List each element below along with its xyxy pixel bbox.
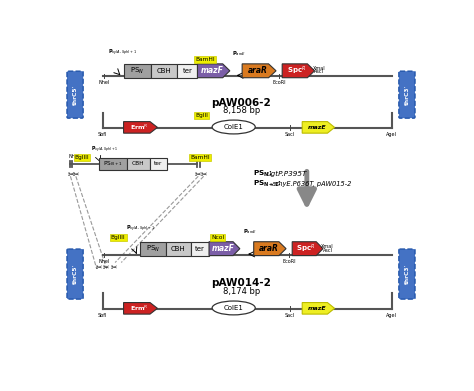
Polygon shape [254,242,286,256]
Text: ColE1: ColE1 [224,305,244,311]
Text: PS$_N$: PS$_N$ [146,244,160,254]
Polygon shape [242,64,276,78]
Text: ColE1: ColE1 [224,124,244,130]
Polygon shape [302,303,335,314]
Text: CBH: CBH [157,68,172,74]
Text: 8,158 bp: 8,158 bp [223,106,260,115]
Text: araR: araR [258,244,278,253]
Text: thrC3': thrC3' [404,84,410,105]
Text: $\mathbf{P}_{aroE}$: $\mathbf{P}_{aroE}$ [232,49,246,58]
Bar [166,242,191,256]
FancyBboxPatch shape [67,249,83,299]
Text: Spc$^R$: Spc$^R$ [287,65,306,77]
Ellipse shape [212,120,255,134]
Text: thrC3': thrC3' [404,264,410,284]
Text: NheI: NheI [99,259,110,264]
Text: ✂: ✂ [103,263,109,272]
Text: PS$_N$: PS$_N$ [130,66,145,76]
Polygon shape [282,64,315,78]
Text: amyE.P636T, pAW015-2: amyE.P636T, pAW015-2 [272,181,352,187]
Text: $\mathbf{P}_{xylA,SphI+1}$: $\mathbf{P}_{xylA,SphI+1}$ [108,48,137,59]
Text: ✂: ✂ [73,170,79,179]
Text: ter: ter [195,246,205,252]
Text: AgeI: AgeI [386,313,397,318]
Text: mazF: mazF [211,244,234,253]
Text: CBH: CBH [132,161,145,167]
Text: XmaI: XmaI [313,66,326,71]
Text: NheI: NheI [69,154,80,160]
Text: PS$_{N+1}$: PS$_{N+1}$ [103,160,123,169]
Text: ✂: ✂ [195,170,201,179]
Ellipse shape [212,301,255,315]
Text: Spc$^R$: Spc$^R$ [296,242,316,255]
Text: NcoI: NcoI [211,235,224,240]
Bar [191,242,209,256]
FancyBboxPatch shape [399,249,415,299]
Polygon shape [124,303,157,314]
Text: BglIII: BglIII [75,155,89,160]
Text: mazE: mazE [308,306,326,311]
Text: ✂: ✂ [201,170,207,179]
Bar [151,64,177,78]
Text: thrC5': thrC5' [73,264,78,284]
Text: pAW014-2: pAW014-2 [211,278,271,287]
Text: AscI: AscI [323,248,333,253]
Text: 8,174 bp: 8,174 bp [223,287,260,296]
Text: XmaI: XmaI [321,244,334,249]
FancyBboxPatch shape [67,71,83,118]
Text: SbfI: SbfI [98,313,108,318]
Text: ugtP.P395T: ugtP.P395T [267,171,307,177]
Text: SbfI: SbfI [98,133,108,137]
Text: NheI: NheI [99,80,110,85]
Text: BglII: BglII [195,113,208,118]
Text: $\mathbf{P}_{xylA,SphI+1}$: $\mathbf{P}_{xylA,SphI+1}$ [126,224,155,234]
Text: mazE: mazE [308,125,326,130]
Polygon shape [292,242,323,256]
Text: BamHI: BamHI [195,57,215,62]
Text: $\mathbf{P}_{xylA,SphI+1}$: $\mathbf{P}_{xylA,SphI+1}$ [91,145,118,155]
Polygon shape [124,122,157,133]
Text: BamHI: BamHI [190,155,210,160]
Bar [99,158,127,170]
FancyBboxPatch shape [399,71,415,118]
Text: araR: araR [247,66,267,75]
Text: ✂: ✂ [110,263,117,272]
Text: BglIII: BglIII [111,235,126,240]
Text: ✂: ✂ [67,170,73,179]
Text: $\mathbf{P}_{aroE}$: $\mathbf{P}_{aroE}$ [244,227,258,235]
Bar [177,64,198,78]
Text: ter: ter [182,68,192,74]
Text: AscI: AscI [314,69,324,74]
Text: AgeI: AgeI [386,133,397,137]
Text: CBH: CBH [171,246,186,252]
Bar [150,158,167,170]
Text: EcoRI: EcoRI [272,80,286,85]
Polygon shape [209,242,240,256]
Text: $\mathbf{PS_{N+1}}$:: $\mathbf{PS_{N+1}}$: [253,179,283,189]
Text: ter: ter [154,161,163,167]
Text: EcoRI: EcoRI [283,259,296,264]
Text: pAW006-2: pAW006-2 [211,98,271,108]
Text: Erm$^R$: Erm$^R$ [130,123,148,132]
Bar [127,158,150,170]
Text: thrC5': thrC5' [73,84,78,105]
Polygon shape [198,64,230,78]
Bar [140,242,166,256]
Bar [124,64,151,78]
Text: SacI: SacI [285,312,295,317]
Text: ✂: ✂ [96,263,102,272]
Polygon shape [302,122,335,133]
Text: $\mathbf{PS_N}$:: $\mathbf{PS_N}$: [253,169,273,179]
Text: SacI: SacI [285,132,295,136]
Text: mazF: mazF [201,66,224,75]
Text: Erm$^R$: Erm$^R$ [130,304,148,313]
